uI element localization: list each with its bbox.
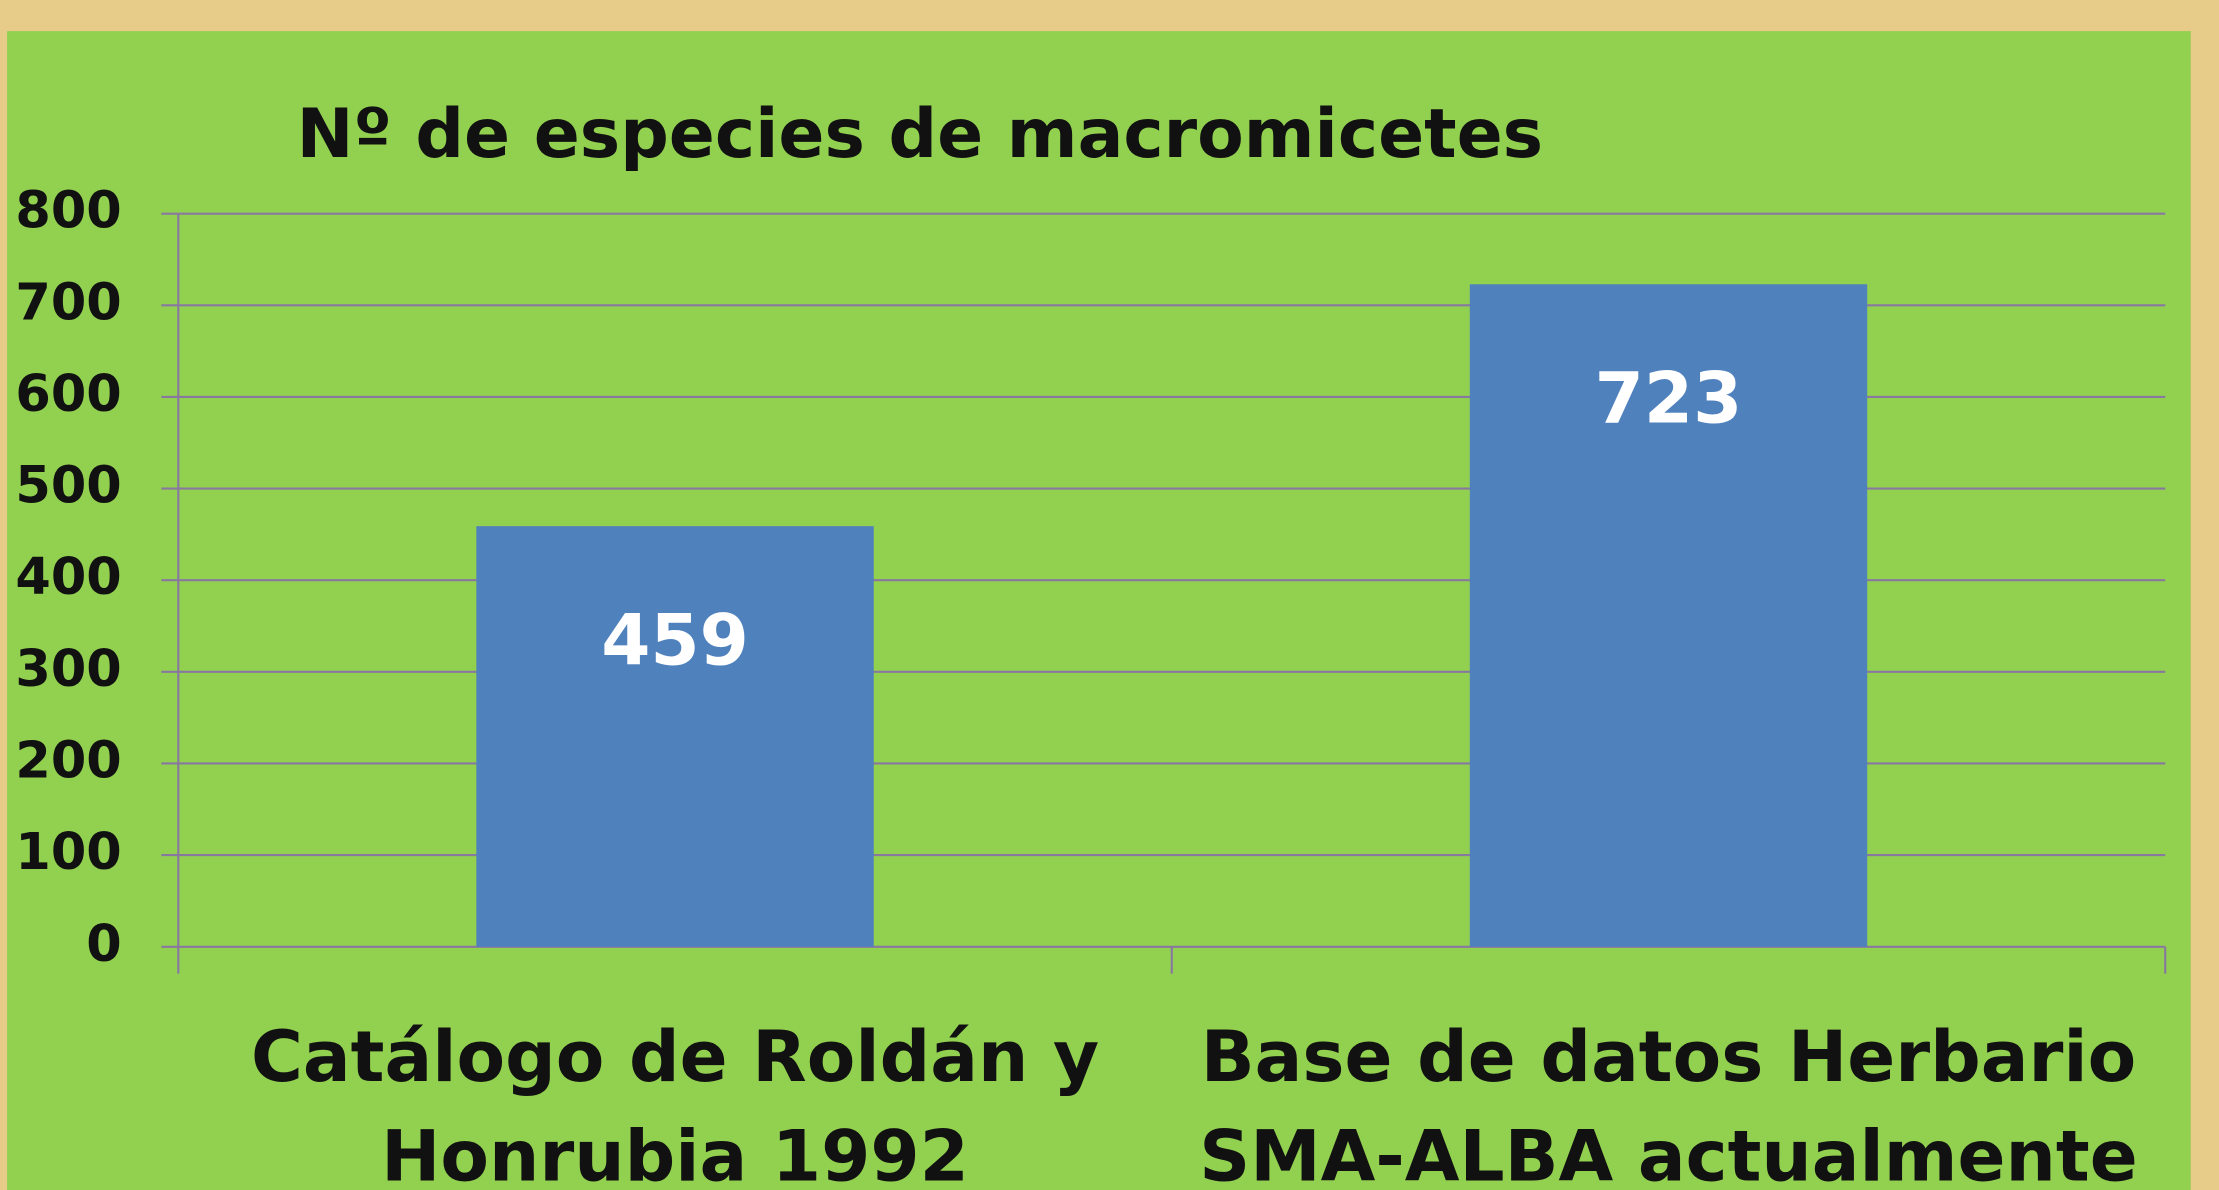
value-label: 459 [601, 599, 749, 682]
chart-title: Nº de especies de macromicetes [297, 95, 1543, 174]
y-tick-label: 500 [15, 457, 121, 516]
y-tick-label: 600 [15, 365, 121, 424]
x-tick-label: Base de datos Herbario SMA-ALBA actualme… [1199, 1016, 2138, 1190]
bar [1469, 284, 1868, 947]
value-label: 723 [1595, 357, 1743, 440]
y-tick-label: 400 [15, 548, 121, 607]
y-tick-label: 200 [15, 731, 121, 790]
x-tick-label: Catálogo de Roldán y Honrubia 1992 [250, 1016, 1100, 1190]
y-tick-label: 0 [86, 915, 121, 974]
bar [476, 526, 874, 947]
y-tick-label: 700 [15, 273, 121, 332]
y-tick-label: 300 [15, 640, 121, 699]
y-tick-label: 100 [15, 823, 121, 882]
y-tick-label: 800 [15, 182, 121, 241]
